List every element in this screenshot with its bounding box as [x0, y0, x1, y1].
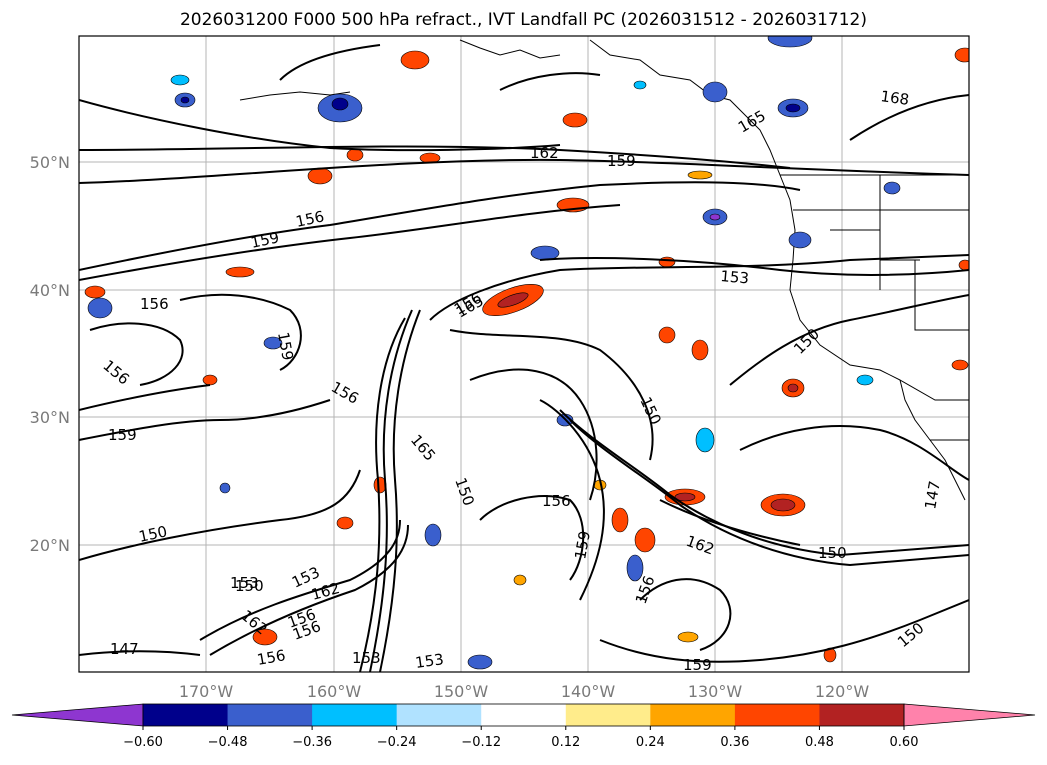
colorbar-segment — [143, 704, 229, 726]
colorbar-segment — [396, 704, 482, 726]
latitude-labels: 50°N 40°N 30°N 20°N — [30, 153, 70, 555]
contour-label: 159 — [108, 426, 137, 444]
colorbar-tick-label: −0.60 — [123, 735, 163, 750]
colorbar-tick-label: −0.12 — [461, 735, 501, 750]
colorbar-segment — [312, 704, 398, 726]
contour-label: 159 — [249, 228, 281, 252]
map-area — [79, 36, 969, 672]
contour-label: 150 — [235, 577, 264, 595]
colorbar-tick-label: −0.24 — [377, 735, 417, 750]
contour-label: 156 — [140, 295, 169, 313]
colorbar-extension-min — [11, 703, 144, 727]
gridlines — [79, 36, 969, 672]
colorbar-segment — [227, 704, 313, 726]
lat-label: 30°N — [30, 408, 70, 427]
lat-label: 20°N — [30, 536, 70, 555]
contour-label: 150 — [818, 544, 847, 562]
contour-label: 156 — [256, 646, 287, 669]
contour-label: 159 — [571, 529, 594, 560]
colorbar-tick-label: 0.24 — [636, 735, 665, 750]
colorbar-tick-label: −0.36 — [292, 735, 332, 750]
contour-label: 159 — [683, 656, 712, 674]
contour-label: 150 — [137, 522, 169, 546]
contour-lines — [79, 44, 969, 672]
colorbar-tick-label: −0.48 — [208, 735, 248, 750]
contour-label: 153 — [720, 267, 750, 287]
lat-label: 40°N — [30, 281, 70, 300]
colorbar-segment — [734, 704, 820, 726]
contour-label: 156 — [294, 207, 326, 231]
lon-label: 150°W — [434, 682, 489, 701]
colorbar-segment — [565, 704, 651, 726]
colorbar-outline — [142, 703, 905, 727]
map-title: 2026031200 F000 500 hPa refract., IVT La… — [179, 10, 867, 30]
contour-label: 168 — [879, 87, 910, 109]
contour-label: 153 — [352, 649, 381, 667]
contour-label: 159 — [274, 331, 297, 362]
lon-label: 130°W — [688, 682, 743, 701]
contour-label: 147 — [921, 479, 944, 510]
colorbar-tick-label: 0.12 — [551, 735, 580, 750]
colorbar-tick-label: 0.48 — [805, 735, 834, 750]
colorbar-segment — [650, 704, 736, 726]
colorbar-tick-label: 0.60 — [890, 735, 919, 750]
contour-label: 159 — [607, 152, 636, 170]
lon-label: 120°W — [815, 682, 870, 701]
contour-label: 153 — [414, 650, 445, 672]
contour-label: 162 — [530, 144, 559, 162]
lon-label: 140°W — [561, 682, 616, 701]
lon-label: 170°W — [179, 682, 234, 701]
colorbar-tick-label: 0.36 — [720, 735, 749, 750]
lat-label: 50°N — [30, 153, 70, 172]
lon-label: 160°W — [307, 682, 362, 701]
colorbar-segment — [481, 704, 567, 726]
colorbar-extension-max — [903, 703, 1036, 727]
colorbar-segment — [819, 704, 905, 726]
contour-label: 147 — [110, 640, 139, 658]
contour-label: 153 — [230, 574, 259, 592]
colorbar: −0.60 −0.48 −0.36 −0.24 −0.12 0.12 0.24 0.36 0.4… — [11, 703, 1036, 750]
contour-label: 156 — [542, 492, 571, 510]
longitude-labels: 170°W 160°W 150°W 140°W 130°W 120°W — [179, 682, 870, 701]
map-frame — [78, 35, 970, 673]
